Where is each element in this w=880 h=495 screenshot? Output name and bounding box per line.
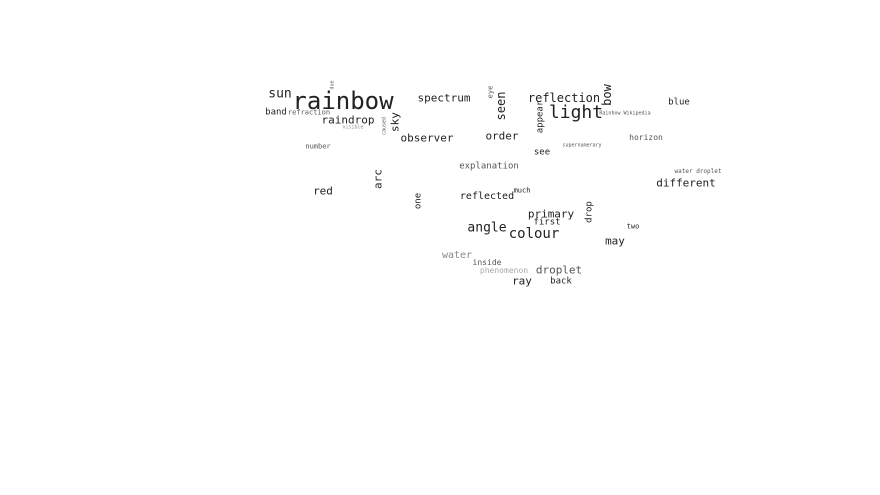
word-primary: primary <box>527 207 575 221</box>
word-may: may <box>605 234 625 248</box>
word-water-droplet: water droplet <box>674 168 722 175</box>
word-sky: sky <box>388 112 402 132</box>
word-droplet: droplet <box>535 263 583 277</box>
word-horizon: horizon <box>629 133 663 142</box>
word-drop: drop <box>584 201 595 223</box>
word-seen: seen <box>494 91 508 121</box>
word-reflection: reflection <box>527 91 601 105</box>
word-colour: colour <box>508 226 560 242</box>
word-two: two <box>626 222 640 231</box>
word-angle: angle <box>467 220 507 236</box>
word-rainbow: rainbow <box>292 87 394 115</box>
word-sun: sun <box>268 86 292 102</box>
word-due: due <box>329 80 336 90</box>
word-phenomenon: phenomenon <box>479 266 529 275</box>
word-bow: bow <box>600 84 614 106</box>
word-rainbow-wikipedia: Rainbow Wikipedia <box>599 110 651 117</box>
word-supernumerary: supernumerary <box>562 142 602 149</box>
word-blue: blue <box>668 97 690 108</box>
word-spectrum: spectrum <box>417 91 471 105</box>
word-light: light <box>548 102 604 123</box>
word-number: number <box>305 142 331 151</box>
word-see: see <box>533 147 551 158</box>
word-back: back <box>550 276 572 287</box>
word-first: first <box>533 217 561 228</box>
word-visible: visible <box>342 124 364 131</box>
word-reflected: reflected <box>459 191 515 202</box>
word-water: water <box>441 250 473 261</box>
word-explanation: explanation <box>459 161 519 172</box>
word-refraction: refraction <box>287 108 331 117</box>
word-arc: arc <box>371 169 385 189</box>
word-different: different <box>656 176 716 190</box>
word-much: much <box>513 186 531 195</box>
word-ray: ray <box>512 274 532 288</box>
word-band: band <box>265 107 287 118</box>
word-raindrop: raindrop <box>321 113 375 127</box>
word-eye: eye <box>486 85 495 99</box>
word-caused: caused <box>381 116 388 136</box>
word-inside: inside <box>472 258 502 267</box>
word-order: order <box>485 129 519 143</box>
word-red: red <box>313 184 333 198</box>
word-appear: appear <box>535 100 546 134</box>
word-observer: observer <box>400 131 454 145</box>
word-one: one <box>413 192 424 210</box>
